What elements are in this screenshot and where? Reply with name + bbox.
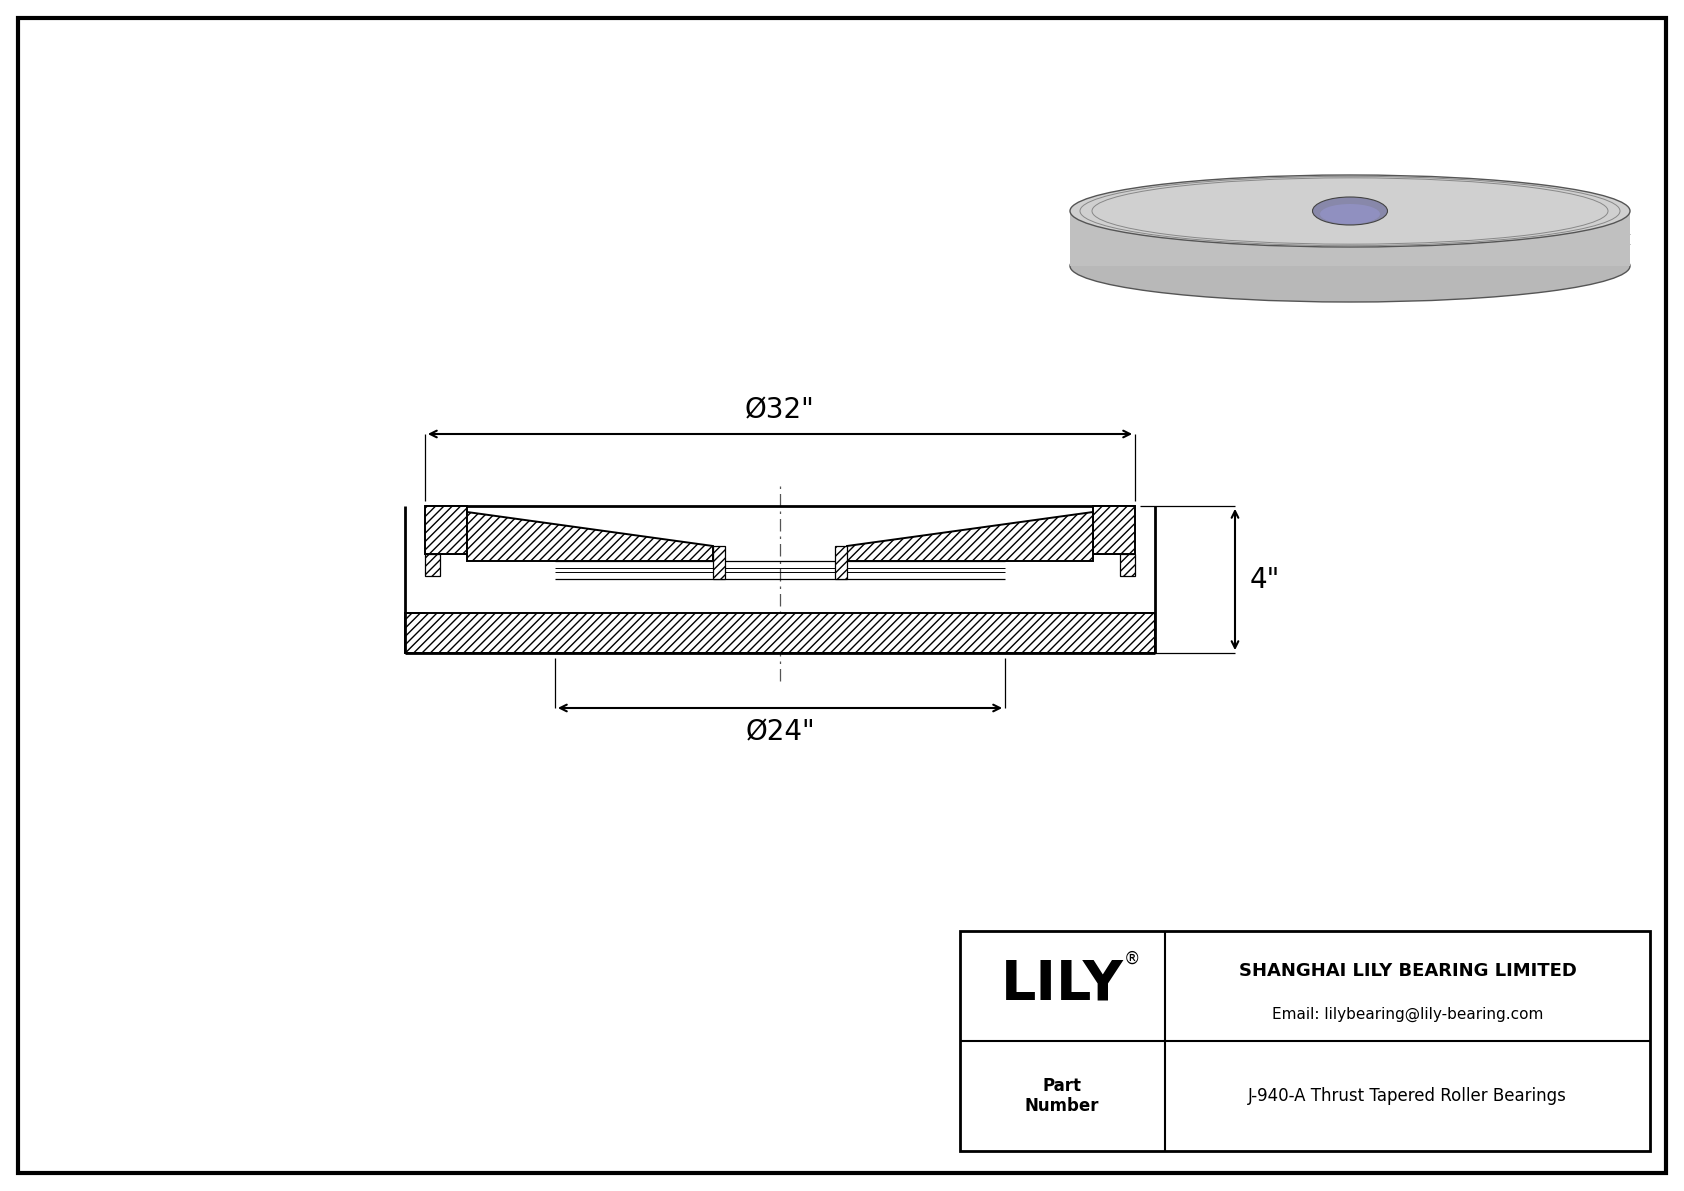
Polygon shape — [712, 545, 726, 579]
Text: 4": 4" — [1250, 566, 1280, 593]
Polygon shape — [1093, 506, 1135, 554]
Text: Part
Number: Part Number — [1026, 1077, 1100, 1116]
Polygon shape — [466, 512, 712, 561]
Polygon shape — [404, 613, 1155, 653]
Ellipse shape — [1312, 197, 1388, 225]
Text: ®: ® — [1123, 949, 1140, 967]
Text: SHANGHAI LILY BEARING LIMITED: SHANGHAI LILY BEARING LIMITED — [1238, 961, 1576, 980]
Text: Ø24": Ø24" — [746, 718, 815, 746]
Polygon shape — [847, 512, 1093, 561]
Text: Email: lilybearing@lily-bearing.com: Email: lilybearing@lily-bearing.com — [1271, 1008, 1543, 1022]
Bar — [1069, 211, 1630, 266]
Ellipse shape — [1069, 175, 1630, 247]
Text: LILY: LILY — [1000, 958, 1123, 1012]
Text: J-940-A Thrust Tapered Roller Bearings: J-940-A Thrust Tapered Roller Bearings — [1248, 1087, 1566, 1105]
Polygon shape — [835, 545, 847, 579]
Bar — [960, 931, 1650, 1151]
Polygon shape — [424, 554, 440, 576]
Polygon shape — [424, 506, 466, 554]
Ellipse shape — [1069, 230, 1630, 303]
Text: Ø32": Ø32" — [744, 395, 815, 424]
Polygon shape — [1120, 554, 1135, 576]
Ellipse shape — [1320, 204, 1379, 224]
